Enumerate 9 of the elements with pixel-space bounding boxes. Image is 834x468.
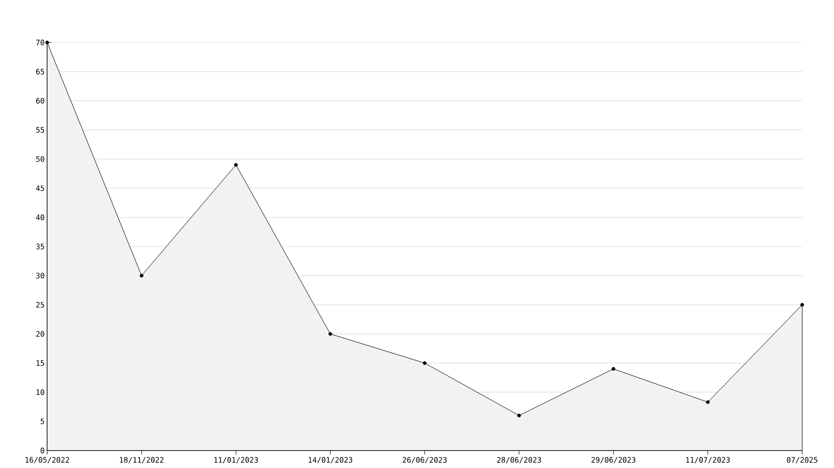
point [706, 400, 710, 404]
point [612, 367, 616, 371]
point [800, 302, 804, 307]
point [140, 274, 144, 278]
point [422, 361, 427, 365]
point [234, 163, 238, 167]
point [517, 414, 521, 418]
point [328, 332, 332, 336]
point [45, 40, 50, 44]
